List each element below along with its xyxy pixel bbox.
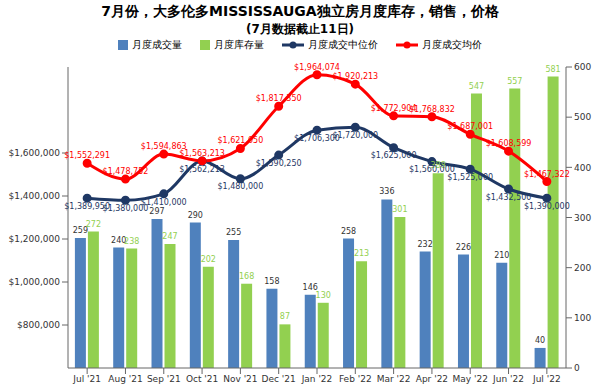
svg-text:$1,200,000: $1,200,000: [8, 234, 60, 244]
svg-text:247: 247: [162, 232, 177, 241]
svg-text:$1,608,599: $1,608,599: [486, 139, 532, 148]
svg-text:$1,920,213: $1,920,213: [332, 72, 378, 81]
svg-text:$1,478,752: $1,478,752: [103, 167, 149, 176]
svg-text:Aug '21: Aug '21: [108, 374, 142, 384]
svg-text:$1,687,001: $1,687,001: [447, 122, 493, 131]
svg-text:0: 0: [574, 363, 580, 373]
html-text:(7月数据截止11日): (7月数据截止11日): [246, 22, 354, 36]
svg-text:146: 146: [302, 282, 318, 292]
svg-text:202: 202: [201, 255, 216, 264]
svg-text:87: 87: [280, 312, 290, 321]
svg-text:297: 297: [149, 207, 164, 216]
svg-text:200: 200: [574, 263, 591, 273]
svg-text:300: 300: [574, 213, 591, 223]
svg-text:581: 581: [545, 65, 560, 74]
svg-text:$1,594,863: $1,594,863: [140, 142, 187, 152]
html-text:月度库存量: 月度库存量: [214, 39, 264, 50]
svg-text:$1,552,291: $1,552,291: [64, 151, 110, 160]
svg-text:$1,590,250: $1,590,250: [256, 159, 302, 168]
svg-text:130: 130: [316, 291, 331, 300]
svg-text:290: 290: [188, 211, 203, 220]
svg-text:210: 210: [494, 251, 509, 260]
svg-text:$1,600,000: $1,600,000: [8, 148, 60, 158]
svg-text:Sep '21: Sep '21: [147, 374, 181, 384]
svg-text:100: 100: [574, 313, 591, 323]
svg-text:Apr '22: Apr '22: [416, 374, 448, 384]
html-text:月度成交均价: 月度成交均价: [422, 39, 482, 50]
svg-text:Jul '22: Jul '22: [532, 374, 561, 384]
svg-text:$1,390,000: $1,390,000: [524, 202, 570, 211]
svg-text:$1,625,000: $1,625,000: [371, 151, 417, 160]
svg-text:$1,817,350: $1,817,350: [256, 94, 302, 103]
svg-text:$1,389,950: $1,389,950: [64, 201, 111, 211]
svg-text:$1,562,213: $1,562,213: [179, 165, 225, 174]
svg-text:226: 226: [456, 243, 471, 252]
svg-text:240: 240: [111, 235, 127, 245]
svg-text:258: 258: [341, 227, 356, 236]
svg-text:500: 500: [574, 112, 591, 122]
svg-text:336: 336: [379, 187, 394, 196]
svg-text:213: 213: [354, 249, 369, 258]
svg-text:$1,621,050: $1,621,050: [217, 136, 263, 145]
svg-text:May '22: May '22: [453, 374, 488, 384]
svg-text:$1,410,000: $1,410,000: [141, 198, 187, 207]
svg-text:557: 557: [507, 77, 522, 86]
svg-text:547: 547: [469, 82, 484, 91]
svg-text:301: 301: [392, 205, 407, 214]
svg-text:400: 400: [574, 163, 591, 173]
svg-text:$1,768,832: $1,768,832: [409, 105, 455, 114]
svg-text:$1,000,000: $1,000,000: [8, 277, 60, 287]
svg-text:$1,772,904: $1,772,904: [370, 103, 417, 113]
svg-text:$1,480,000: $1,480,000: [217, 182, 263, 191]
svg-text:$1,400,000: $1,400,000: [8, 191, 60, 201]
svg-text:168: 168: [239, 272, 254, 281]
svg-text:Dec '21: Dec '21: [262, 374, 296, 384]
svg-text:40: 40: [535, 336, 545, 345]
svg-text:158: 158: [264, 277, 279, 286]
svg-text:$1,720,000: $1,720,000: [332, 131, 378, 140]
svg-text:Nov '21: Nov '21: [223, 374, 257, 384]
svg-text:$1,560,000: $1,560,000: [409, 165, 455, 175]
svg-text:232: 232: [418, 240, 433, 249]
svg-text:Jan '22: Jan '22: [301, 374, 333, 384]
svg-text:600: 600: [574, 62, 591, 72]
svg-text:238: 238: [124, 237, 139, 246]
svg-text:$1,525,000: $1,525,000: [447, 173, 493, 182]
svg-text:Mar '22: Mar '22: [377, 374, 411, 384]
svg-text:$1,706,300: $1,706,300: [294, 133, 340, 143]
html-text:月度成交中位价: 月度成交中位价: [308, 39, 378, 50]
svg-text:$1,467,322: $1,467,322: [524, 170, 570, 179]
svg-text:$1,380,000: $1,380,000: [102, 204, 149, 213]
html-text:月度成交量: 月度成交量: [132, 39, 182, 50]
svg-text:259: 259: [72, 226, 88, 236]
svg-text:$800,000: $800,000: [17, 320, 60, 330]
svg-text:$1,563,213: $1,563,213: [179, 149, 225, 158]
svg-text:Feb '22: Feb '22: [339, 374, 372, 384]
svg-text:$1,432,500: $1,432,500: [486, 193, 532, 202]
svg-text:Jul '21: Jul '21: [72, 374, 101, 384]
svg-text:Jun '22: Jun '22: [492, 374, 524, 384]
html-text:7月份，大多伦多MISSISSAUGA独立房月度库存，销售，: 7月份，大多伦多MISSISSAUGA独立房月度库存，销售，价格: [101, 3, 499, 19]
svg-text:255: 255: [226, 228, 241, 237]
svg-text:$1,964,074: $1,964,074: [294, 63, 340, 72]
svg-text:Oct '21: Oct '21: [186, 374, 218, 384]
svg-text:272: 272: [86, 220, 101, 229]
